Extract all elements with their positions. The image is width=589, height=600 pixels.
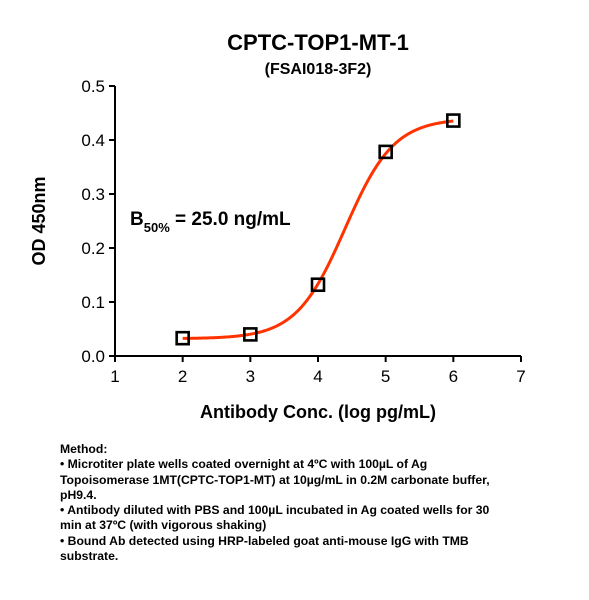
- data-point: [310, 277, 326, 293]
- b50-annotation: B50% = 25.0 ng/mL: [130, 209, 291, 235]
- method-line: min at 37ºC (with vigorous shaking): [60, 518, 267, 533]
- fit-curve-group: [182, 119, 454, 340]
- x-tick-label: 7: [516, 367, 525, 386]
- y-tick-label: 0.4: [81, 131, 105, 150]
- chart-subtitle: (FSAI018-3F2): [265, 61, 372, 78]
- b50-value: = 25.0 ng/mL: [170, 209, 291, 230]
- method-line: • Antibody diluted with PBS and 100µL in…: [60, 503, 490, 518]
- chart-title: CPTC-TOP1-MT-1: [227, 30, 409, 55]
- method-line: pH9.4.: [60, 487, 97, 502]
- y-tick-label: 0.1: [81, 293, 105, 312]
- b50-subscript: 50%: [144, 220, 170, 235]
- y-tick-label: 0.2: [81, 239, 105, 258]
- data-point: [175, 330, 190, 346]
- y-tick-label: 0.0: [81, 347, 105, 366]
- data-point: [446, 113, 461, 128]
- x-tick-label: 2: [178, 367, 187, 386]
- x-tick-label: 3: [246, 367, 255, 386]
- fit-curve: [182, 119, 454, 340]
- method-section: Method: • Microtiter plate wells coated …: [60, 442, 560, 564]
- x-tick-label: 1: [110, 367, 119, 386]
- axes: 1 2 3 4 5 6 7 0.0 0.1 0.2 0.3 0.4 0.5: [81, 77, 525, 386]
- method-line: Topoisomerase 1MT(CPTC-TOP1-MT) at 10µg/…: [60, 472, 490, 487]
- data-point: [243, 327, 258, 342]
- chart: CPTC-TOP1-MT-1 (FSAI018-3F2) 1 2 3 4 5 6 7 0.0 0…: [29, 30, 526, 422]
- x-tick-label: 6: [449, 367, 458, 386]
- x-tick-label: 5: [381, 367, 390, 386]
- x-axis-label: Antibody Conc. (log pg/mL): [200, 402, 436, 422]
- b50-main: B: [130, 209, 144, 230]
- data-points: [175, 113, 461, 346]
- y-axis-label: OD 450nm: [29, 176, 49, 265]
- y-tick-label: 0.3: [81, 185, 105, 204]
- x-tick-label: 4: [313, 367, 322, 386]
- method-line: substrate.: [60, 549, 119, 564]
- data-point: [378, 144, 393, 160]
- method-line: • Microtiter plate wells coated overnigh…: [60, 457, 428, 472]
- y-tick-label: 0.5: [81, 77, 105, 96]
- method-line: • Bound Ab detected using HRP-labeled go…: [60, 533, 469, 548]
- method-heading: Method:: [60, 442, 108, 456]
